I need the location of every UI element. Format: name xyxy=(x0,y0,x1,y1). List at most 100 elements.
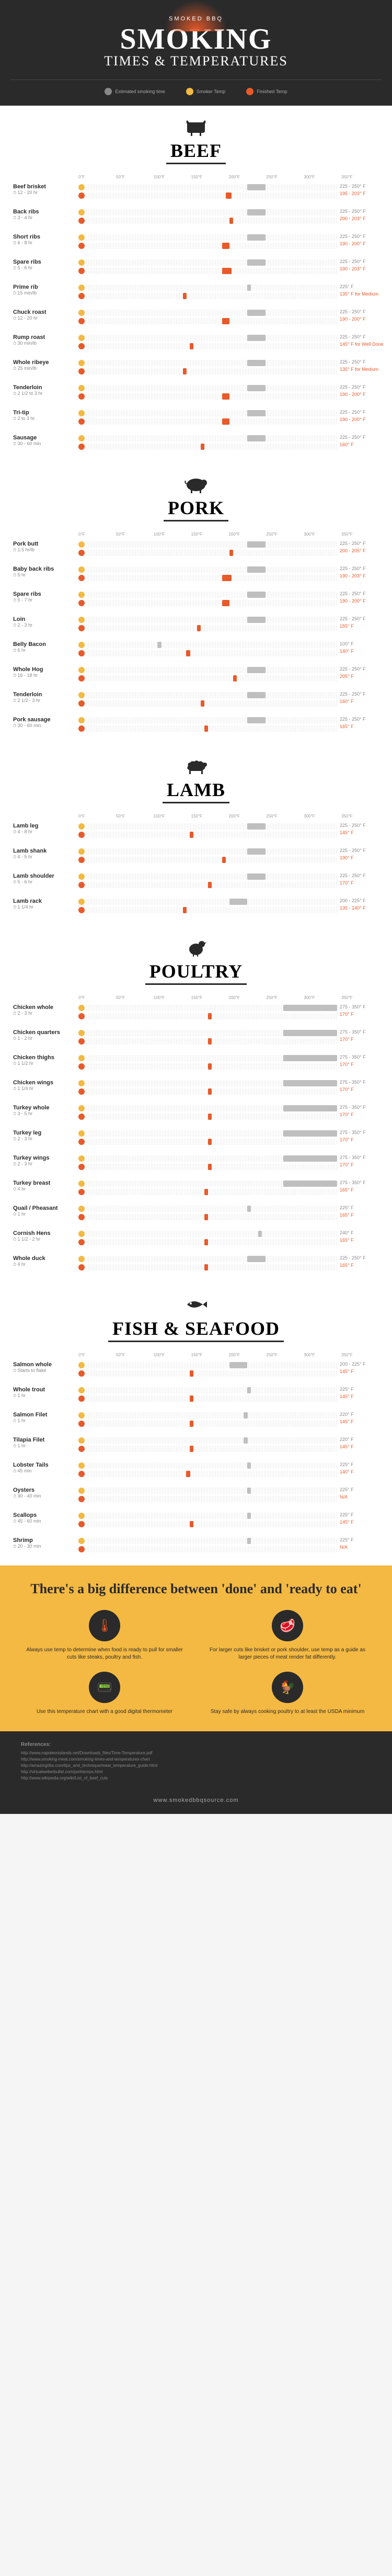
axis-tick: 200°F xyxy=(229,1353,267,1357)
smoker-temp-label: 225° F xyxy=(340,1512,379,1517)
smoker-dot-icon xyxy=(78,1437,85,1444)
finished-temp-bar xyxy=(78,1163,337,1171)
axis-tick: 300°F xyxy=(304,1353,341,1357)
finished-temp-label: 135° F for Medium xyxy=(340,367,379,372)
smoker-dot-icon xyxy=(78,717,85,723)
axis-labels: 0°F50°F100°F150°F200°F250°F300°F350°F xyxy=(0,532,392,537)
meat-row: Chicken quarters 1 - 2 hr 275 - 350° F xyxy=(0,1027,392,1052)
finished-temp-label: 145° F xyxy=(340,830,379,835)
smoker-temp-label: 275 - 350° F xyxy=(340,1080,379,1085)
meat-name: Tri-tip xyxy=(13,410,78,416)
meat-row: Turkey wings 2 - 3 hr 275 - 350° F xyxy=(0,1153,392,1178)
finished-temp-bar xyxy=(78,1038,337,1045)
header: SMOKED BBQ SMOKING TIMES & TEMPERATURES … xyxy=(0,0,392,106)
tip-text: Use this temperature chart with a good d… xyxy=(37,1708,172,1716)
smoker-temp-bar xyxy=(78,873,337,880)
meat-time: 4 hr xyxy=(13,1262,78,1267)
finished-temp-label: 140° F xyxy=(340,649,379,654)
smoker-temp-bar xyxy=(78,1105,337,1112)
axis-tick: 300°F xyxy=(304,532,341,537)
finished-temp-bar xyxy=(78,192,337,199)
finished-temp-label: 165° F xyxy=(340,1263,379,1268)
meat-name: Turkey breast xyxy=(13,1180,78,1186)
meat-name: Pork butt xyxy=(13,541,78,547)
finished-dot-icon xyxy=(78,700,85,707)
finished-temp-bar xyxy=(78,1520,337,1528)
finished-temp-bar xyxy=(78,1213,337,1221)
finished-temp-bar xyxy=(78,1470,337,1478)
smoker-temp-label: 275 - 350° F xyxy=(340,1155,379,1160)
category-lamb: LAMB 0°F50°F100°F150°F200°F250°F300°F350… xyxy=(0,745,392,926)
smoker-dot-icon xyxy=(78,1362,85,1368)
smoker-temp-label: 225 - 250° F xyxy=(340,384,379,390)
smoker-temp-bar xyxy=(78,591,337,598)
finished-dot-icon xyxy=(78,1421,85,1427)
meat-row: Salmon whole Starts to flake 200 - 225° … xyxy=(0,1359,392,1385)
finished-temp-label: N/A xyxy=(340,1494,379,1500)
meat-time: 1 1/4 hr xyxy=(13,1086,78,1092)
meat-row: Spare ribs 5 - 6 hr 225 - 250° F xyxy=(0,257,392,282)
smoker-temp-bar xyxy=(78,1230,337,1238)
finished-temp-label: 170° F xyxy=(340,1087,379,1092)
finished-temp-label: 145° F xyxy=(340,1419,379,1424)
meat-time: 30 - 60 min xyxy=(13,441,78,447)
finished-dot-icon xyxy=(78,1189,85,1195)
finished-temp-bar xyxy=(78,675,337,682)
footer-title: There's a big difference between 'done' … xyxy=(21,1581,371,1597)
finished-temp-bar xyxy=(78,831,337,838)
meat-time: 4 - 5 hr xyxy=(13,854,78,860)
cow-icon xyxy=(183,116,209,137)
meat-time: 2 1/2 - 3 hr xyxy=(13,698,78,703)
finished-temp-bar xyxy=(78,317,337,325)
smoker-dot-icon xyxy=(78,1005,85,1011)
finished-temp-bar xyxy=(78,1063,337,1070)
meat-time: 45 min xyxy=(13,1468,78,1474)
finished-temp-label: 190 - 200° F xyxy=(340,598,379,604)
finished-temp-bar xyxy=(78,1088,337,1095)
meat-row: Tri-tip 2 to 3 hr 225 - 250° F xyxy=(0,407,392,433)
axis-tick: 150°F xyxy=(191,814,229,819)
meat-row: Lamb rack 1 1/4 hr 200 - 225° F xyxy=(0,896,392,921)
axis-tick: 100°F xyxy=(154,532,191,537)
meat-name: Lamb rack xyxy=(13,898,78,904)
legend-dot xyxy=(105,88,112,95)
finished-dot-icon xyxy=(78,444,85,450)
smoker-dot-icon xyxy=(78,435,85,441)
meat-time: 6 - 8 hr xyxy=(13,240,78,246)
meat-time: 6 hr xyxy=(13,648,78,653)
meat-name: Prime rib xyxy=(13,284,78,290)
finished-temp-label: 205° F xyxy=(340,674,379,679)
category-title: LAMB xyxy=(163,779,229,803)
finished-dot-icon xyxy=(78,1063,85,1070)
meat-time: 2 - 3 hr xyxy=(13,1011,78,1016)
smoker-temp-bar xyxy=(78,1029,337,1037)
finished-dot-icon xyxy=(78,725,85,732)
finished-dot-icon xyxy=(78,243,85,249)
finished-dot-icon xyxy=(78,1264,85,1270)
meat-time: 4 hr xyxy=(13,1186,78,1192)
finished-temp-label: 200 - 203° F xyxy=(340,216,379,221)
meat-row: Whole trout 1 hr 225° F 145° F xyxy=(0,1385,392,1410)
finished-dot-icon xyxy=(78,550,85,556)
finished-dot-icon xyxy=(78,1496,85,1502)
meat-name: Spare ribs xyxy=(13,259,78,265)
axis-tick: 250°F xyxy=(266,1353,304,1357)
legend: Estimated smoking timeSmoker TempFinishe… xyxy=(10,80,382,95)
finished-dot-icon xyxy=(78,832,85,838)
reference-line: http://www.smoking-meat.com/smoking-time… xyxy=(21,1756,371,1763)
smoker-temp-label: 225 - 250° F xyxy=(340,334,379,339)
meat-row: Turkey leg 2 - 3 hr 275 - 350° F xyxy=(0,1128,392,1153)
smoker-temp-bar xyxy=(78,259,337,266)
meat-time: 5 - 6 hr xyxy=(13,879,78,885)
meat-name: Tilapia Filet xyxy=(13,1437,78,1443)
smoker-temp-bar xyxy=(78,309,337,316)
smoker-temp-label: 225 - 250° F xyxy=(340,435,379,440)
category-fishseafood: FISH & SEAFOOD 0°F50°F100°F150°F200°F250… xyxy=(0,1284,392,1565)
meat-time: 5 hr xyxy=(13,572,78,578)
main-title: SMOKING xyxy=(10,26,382,52)
smoker-temp-bar xyxy=(78,691,337,699)
meat-row: Spare ribs 5 - 7 hr 225 - 250° F xyxy=(0,589,392,614)
finished-dot-icon xyxy=(78,1013,85,1019)
finished-temp-label: 155° F xyxy=(340,623,379,629)
smoker-temp-bar xyxy=(78,284,337,291)
